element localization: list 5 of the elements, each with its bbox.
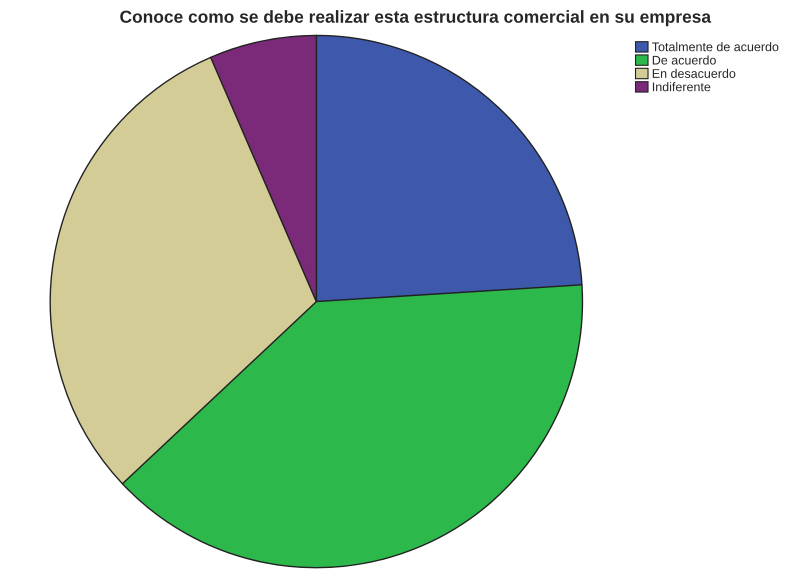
legend-label: En desacuerdo: [652, 68, 736, 78]
legend-label: Indiferente: [652, 82, 710, 92]
legend-label: De acuerdo: [652, 55, 716, 65]
chart-title: Conoce como se debe realizar esta estructura comercial en su empresa: [120, 10, 712, 26]
legend-label: Totalmente de acuerdo: [652, 42, 778, 52]
